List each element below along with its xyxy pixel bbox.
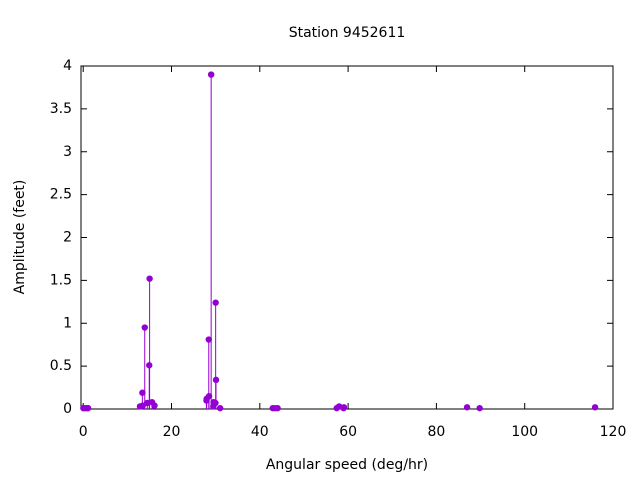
x-tick-label: 40 (251, 424, 269, 440)
y-tick-label: 0.5 (50, 358, 72, 374)
x-tick-label: 80 (427, 424, 445, 440)
point (591, 404, 599, 411)
point (139, 389, 146, 396)
point (274, 404, 281, 412)
y-tick-label: 3 (63, 144, 72, 160)
point (205, 336, 212, 343)
x-tick-label: 20 (163, 424, 181, 440)
x-axis-label: Angular speed (deg/hr) (266, 457, 428, 473)
point (212, 299, 219, 306)
y-tick-label: 2.5 (50, 187, 72, 203)
point (340, 404, 348, 411)
y-tick-label: 1 (63, 315, 72, 331)
point (212, 376, 220, 384)
x-tick-label: 100 (511, 424, 538, 440)
y-tick-label: 1.5 (50, 272, 72, 288)
y-tick-label: 3.5 (50, 101, 72, 117)
x-tick-label: 0 (79, 424, 88, 440)
y-tick-label: 0 (63, 401, 72, 417)
y-axis-label: Amplitude (feet) (12, 180, 28, 295)
chart-title: Station 9452611 (289, 25, 406, 41)
x-tick-label: 120 (600, 424, 627, 440)
point (141, 324, 148, 331)
point (146, 275, 153, 282)
y-tick-label: 4 (63, 58, 72, 74)
point (476, 404, 483, 412)
x-tick-label: 60 (339, 424, 357, 440)
y-tick-label: 2 (63, 230, 72, 246)
point (463, 404, 471, 411)
point (207, 71, 215, 78)
point (151, 402, 158, 409)
point (216, 404, 224, 412)
point (84, 404, 92, 412)
